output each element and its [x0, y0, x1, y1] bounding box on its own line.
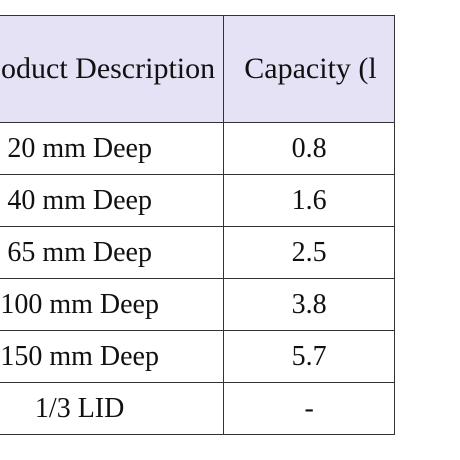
table: oduct Description Capacity (l 20 mm Deep…: [0, 15, 395, 435]
table-row: 100 mm Deep 3.8: [0, 278, 395, 331]
table-row: 20 mm Deep 0.8: [0, 122, 395, 175]
table-cell: 0.8: [223, 122, 395, 175]
table-cell: 3.8: [223, 278, 395, 331]
table-body: 20 mm Deep 0.8 40 mm Deep 1.6 65 mm Deep 2.5 1…: [0, 122, 395, 435]
table-cell: 65 mm Deep: [0, 226, 225, 279]
header-cell: Capacity (l: [223, 15, 395, 123]
table-cell: 100 mm Deep: [0, 278, 225, 331]
table-cell: 20 mm Deep: [0, 122, 225, 175]
header-cell: oduct Description: [0, 15, 225, 123]
table-cell: 40 mm Deep: [0, 174, 225, 227]
table-row: 40 mm Deep 1.6: [0, 174, 395, 227]
table-row: 1/3 LID -: [0, 382, 395, 435]
table-cell: 1.6: [223, 174, 395, 227]
table-row: 65 mm Deep 2.5: [0, 226, 395, 279]
table-cell: 150 mm Deep: [0, 330, 225, 383]
header-row: oduct Description Capacity (l: [0, 15, 395, 123]
table-row: 150 mm Deep 5.7: [0, 330, 395, 383]
table-cell: 2.5: [223, 226, 395, 279]
table-cell: 5.7: [223, 330, 395, 383]
table-cell: -: [223, 382, 395, 435]
table-cell: 1/3 LID: [0, 382, 225, 435]
